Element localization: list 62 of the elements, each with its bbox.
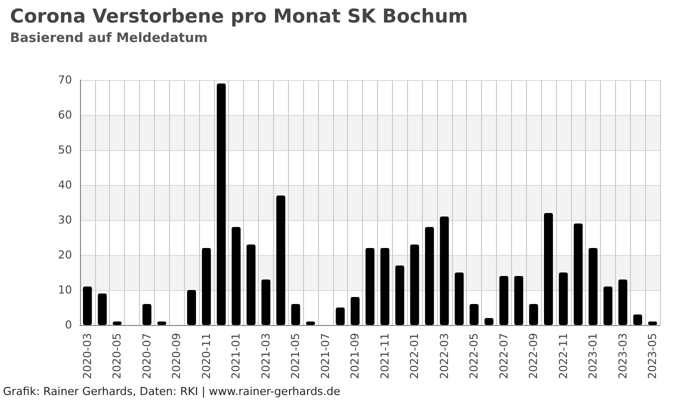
bar <box>98 294 107 325</box>
y-tick-label: 40 <box>58 178 72 192</box>
y-tick-label: 0 <box>65 318 72 332</box>
x-tick-label: 2021-09 <box>348 333 362 379</box>
chart-title: Corona Verstorbene pro Monat SK Bochum <box>10 6 468 28</box>
y-tick-label: 10 <box>58 284 72 296</box>
bar <box>633 314 642 325</box>
bar <box>336 308 345 325</box>
bar <box>558 272 568 325</box>
bar <box>529 304 538 325</box>
bar <box>82 286 92 325</box>
bar <box>588 248 598 325</box>
x-tick-label: 2022-05 <box>468 333 481 379</box>
x-tick-label: 2020-11 <box>200 333 213 379</box>
bar <box>276 196 286 325</box>
y-tick-label: 30 <box>58 214 72 226</box>
x-tick-label: 2020-05 <box>110 333 124 379</box>
bar <box>232 227 241 325</box>
bar <box>514 276 524 325</box>
bar <box>366 248 374 325</box>
x-tick-label: 2022-01 <box>408 333 422 379</box>
text: Grafik: Rainer Gerhards, Daten: RKI | www.rainer-gerhards.de <box>3 385 341 398</box>
y-tick-label: 20 <box>58 248 72 262</box>
bar <box>544 213 553 325</box>
bar <box>395 266 404 325</box>
x-tick-label: 2021-01 <box>230 333 243 379</box>
y-tick-label: 50 <box>58 144 72 156</box>
bar <box>603 286 612 325</box>
bar <box>350 297 360 325</box>
x-tick-label: 2023-03 <box>616 333 630 379</box>
bar <box>454 272 464 325</box>
bar <box>246 244 256 325</box>
bar <box>261 280 270 325</box>
bar <box>187 290 196 325</box>
x-tick-label: 2022-09 <box>527 333 540 379</box>
bar <box>499 276 508 325</box>
x-tick-label: 2021-07 <box>318 333 332 379</box>
x-tick-label: 2021-11 <box>378 333 392 379</box>
x-tick-label: 2020-09 <box>170 333 184 379</box>
bar <box>425 227 434 325</box>
x-tick-label: 2020-03 <box>80 333 94 379</box>
chart-subtitle: Basierend auf Meldedatum <box>10 31 208 46</box>
x-tick-label: 2021-03 <box>259 333 272 379</box>
bar <box>202 248 211 325</box>
y-tick-label: 70 <box>58 74 72 86</box>
x-tick-label: 2022-07 <box>497 333 510 379</box>
bar <box>470 304 479 325</box>
bar <box>410 244 420 325</box>
bar <box>618 280 628 325</box>
bar <box>142 304 152 325</box>
bar <box>574 224 583 325</box>
bar <box>216 84 226 325</box>
bar <box>291 304 300 325</box>
bar <box>440 216 449 325</box>
x-tick-label: 2020-07 <box>140 333 154 379</box>
x-tick-label: 2021-05 <box>289 333 302 379</box>
x-tick-label: 2022-11 <box>556 333 570 379</box>
x-tick-label: 2022-03 <box>438 333 451 379</box>
y-tick-label: 60 <box>58 108 72 122</box>
x-tick-label: 2023-05 <box>646 333 660 379</box>
bar <box>380 248 390 325</box>
x-tick-label: 2023-01 <box>586 333 600 379</box>
